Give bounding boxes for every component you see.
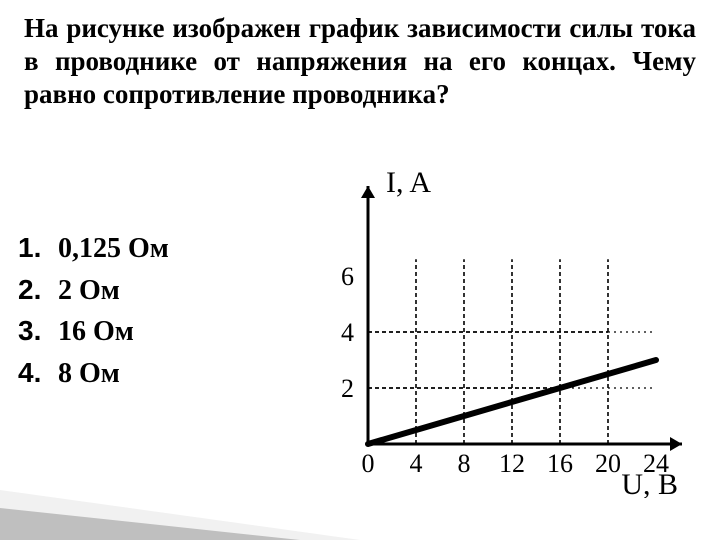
answer-option-1: 1. 0,125 Ом: [18, 228, 169, 270]
answer-option-4: 4. 8 Ом: [18, 353, 169, 395]
answer-text: 8 Ом: [58, 354, 120, 395]
answer-text: 2 Ом: [58, 271, 120, 312]
answer-text: 0,125 Ом: [58, 229, 169, 270]
svg-text:2: 2: [341, 374, 354, 403]
svg-text:U, B: U, B: [621, 468, 678, 498]
svg-text:6: 6: [341, 262, 354, 291]
answer-option-3: 3. 16 Ом: [18, 311, 169, 353]
svg-text:16: 16: [547, 449, 573, 478]
answer-option-2: 2. 2 Ом: [18, 270, 169, 312]
svg-text:8: 8: [458, 449, 471, 478]
svg-text:4: 4: [341, 318, 354, 347]
decorative-wedge-icon: [0, 450, 360, 540]
svg-text:0: 0: [362, 449, 375, 478]
answer-number: 3.: [18, 311, 50, 352]
svg-text:12: 12: [499, 449, 525, 478]
answer-text: 16 Ом: [58, 312, 134, 353]
svg-text:20: 20: [595, 449, 621, 478]
svg-text:I, A: I, A: [386, 168, 431, 199]
chart-svg: 04812162024246I, AU, B: [302, 168, 694, 498]
question-text: На рисунке изображен график зависимости …: [24, 12, 696, 111]
answer-number: 1.: [18, 228, 50, 269]
answer-list: 1. 0,125 Ом 2. 2 Ом 3. 16 Ом 4. 8 Ом: [18, 228, 169, 394]
iv-chart: 04812162024246I, AU, B: [302, 168, 694, 498]
svg-text:4: 4: [410, 449, 423, 478]
answer-number: 4.: [18, 353, 50, 394]
answer-number: 2.: [18, 270, 50, 311]
